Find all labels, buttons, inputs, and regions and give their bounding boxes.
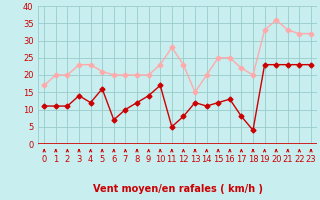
X-axis label: Vent moyen/en rafales ( km/h ): Vent moyen/en rafales ( km/h ) — [92, 184, 263, 194]
